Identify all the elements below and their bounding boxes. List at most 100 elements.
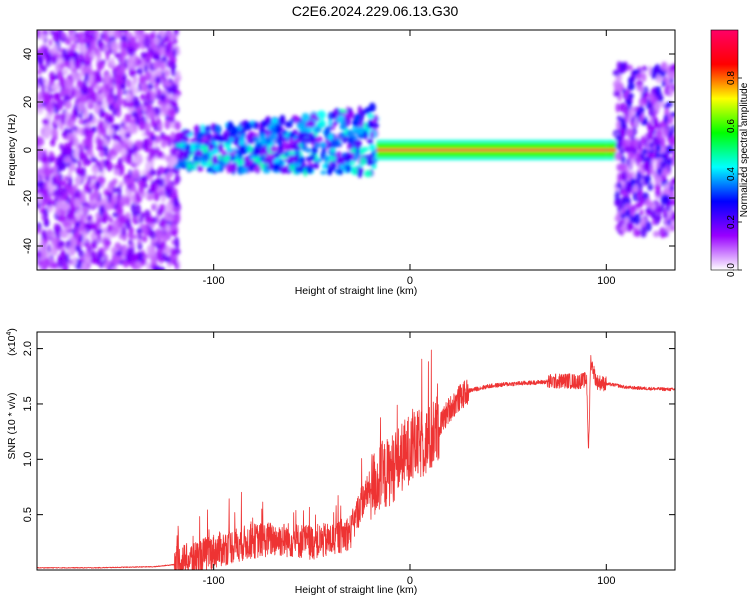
heatmap-cell bbox=[62, 264, 68, 270]
heatmap-cell bbox=[662, 127, 669, 138]
heatmap-cell bbox=[367, 119, 373, 128]
heatmap-cell bbox=[620, 170, 628, 182]
heatmap-cell bbox=[52, 262, 58, 270]
heatmap-cell bbox=[168, 50, 174, 61]
heatmap-cell bbox=[120, 129, 128, 141]
heatmap-cell bbox=[175, 90, 181, 97]
snr-multiplier-label: (x104) bbox=[6, 328, 18, 356]
heatmap-cell bbox=[268, 132, 277, 142]
heatmap-cell bbox=[43, 207, 49, 218]
heatmap-cell bbox=[136, 251, 144, 263]
heatmap-cell bbox=[301, 112, 310, 123]
heatmap-cell bbox=[37, 175, 41, 183]
heatmap-cell bbox=[137, 239, 142, 245]
heatmap-cell bbox=[110, 57, 115, 66]
heatmap-cell bbox=[37, 193, 43, 204]
heatmap-cell bbox=[62, 220, 70, 228]
heatmap-cell bbox=[170, 248, 177, 257]
heatmap-cell bbox=[664, 210, 668, 217]
heatmap-cell bbox=[667, 219, 672, 226]
heatmap-cell bbox=[67, 49, 75, 57]
heatmap-cell bbox=[66, 196, 71, 205]
heatmap-cell bbox=[622, 137, 627, 149]
heatmap-cell bbox=[67, 132, 73, 142]
colorbar-tick-label: 0.6 bbox=[726, 119, 737, 133]
heatmap-cell bbox=[212, 134, 221, 141]
heatmap-cell bbox=[155, 250, 161, 261]
heatmap-cell bbox=[42, 118, 50, 125]
colorbar: 0.0 0.2 0.4 0.6 0.8 Normalized spectral ampl… bbox=[710, 29, 750, 277]
snr-panel: -100 0 100 0.5 1.0 1.5 2.0 Height of straight … bbox=[6, 328, 676, 596]
heatmap-cell bbox=[64, 175, 69, 182]
heatmap-cell bbox=[120, 35, 128, 42]
heatmap-cell bbox=[48, 38, 53, 47]
heatmap-cell bbox=[615, 134, 621, 141]
heatmap-cell bbox=[82, 155, 87, 167]
heatmap-cell bbox=[167, 154, 172, 164]
heatmap-cell bbox=[116, 87, 122, 99]
heatmap-cell bbox=[169, 84, 177, 94]
heatmap-cell bbox=[119, 196, 127, 206]
x-tick-label: -100 bbox=[203, 275, 225, 287]
heatmap-cell bbox=[113, 124, 121, 131]
heatmap-cell bbox=[59, 180, 67, 187]
heatmap-cell bbox=[84, 72, 89, 82]
heatmap-cell bbox=[83, 184, 91, 192]
heatmap-cell bbox=[50, 84, 58, 91]
heatmap-cell bbox=[149, 230, 156, 240]
heatmap-cell bbox=[102, 30, 111, 34]
heatmap-cell bbox=[61, 201, 69, 211]
heatmap-cell bbox=[166, 30, 173, 37]
heatmap-cell bbox=[644, 92, 650, 98]
x-tick-label: -100 bbox=[203, 575, 225, 587]
heatmap-cell bbox=[240, 133, 246, 138]
heatmap-cell bbox=[105, 239, 111, 247]
heatmap-cell bbox=[663, 183, 670, 189]
heatmap-cell bbox=[641, 73, 647, 82]
snr-axes: -100 0 100 0.5 1.0 1.5 2.0 bbox=[22, 332, 675, 587]
heatmap-cell bbox=[179, 134, 189, 142]
heatmap-cell bbox=[73, 59, 82, 70]
heatmap-cell bbox=[109, 217, 114, 224]
heatmap-cell bbox=[127, 47, 135, 57]
heatmap-cell bbox=[77, 160, 82, 169]
heatmap-cell bbox=[92, 96, 98, 103]
heatmap-cell bbox=[167, 212, 175, 222]
heatmap-cell bbox=[114, 242, 122, 251]
heatmap-cell bbox=[130, 186, 137, 193]
heatmap-cell bbox=[634, 116, 638, 128]
heatmap-cell bbox=[41, 259, 49, 270]
heatmap-cell bbox=[640, 197, 645, 207]
y-tick-label: 0.5 bbox=[22, 507, 34, 522]
heatmap-cell bbox=[195, 131, 205, 140]
heatmap-cell bbox=[51, 155, 57, 162]
heatmap-cell bbox=[665, 101, 674, 108]
y-tick-label: 2.0 bbox=[22, 341, 34, 356]
heatmap-cell bbox=[615, 102, 621, 113]
heatmap-cell bbox=[105, 161, 114, 172]
heatmap-cell bbox=[128, 123, 133, 131]
heatmap-cell bbox=[156, 208, 164, 217]
heatmap-cell bbox=[143, 64, 148, 73]
heatmap-cell bbox=[88, 73, 94, 85]
heatmap-cell bbox=[102, 227, 107, 234]
heatmap-cell bbox=[327, 133, 334, 141]
heatmap-cell bbox=[370, 130, 375, 140]
heatmap-cell bbox=[630, 116, 636, 124]
heatmap-cell bbox=[648, 127, 653, 139]
heatmap-cell bbox=[53, 43, 59, 54]
heatmap-cell bbox=[60, 229, 67, 239]
heatmap-cell bbox=[109, 87, 114, 99]
heatmap-cell bbox=[142, 106, 147, 113]
colorbar-title: Normalized spectral amplitude bbox=[739, 82, 750, 217]
heatmap-cell bbox=[64, 100, 72, 110]
heatmap-cell bbox=[73, 230, 81, 240]
heatmap-cell bbox=[184, 129, 192, 135]
heatmap-cell bbox=[103, 32, 110, 44]
heatmap-cell bbox=[161, 253, 168, 262]
heatmap-cell bbox=[640, 226, 647, 238]
heatmap-cell bbox=[649, 154, 657, 160]
heatmap-cell bbox=[672, 150, 675, 161]
heatmap-cell bbox=[43, 167, 52, 178]
heatmap-cell bbox=[112, 178, 118, 186]
